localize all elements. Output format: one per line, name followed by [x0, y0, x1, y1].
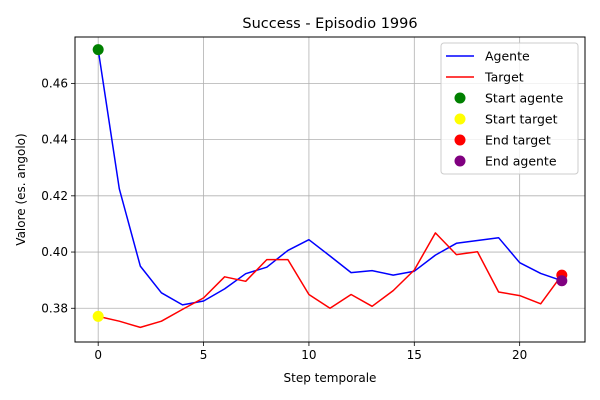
legend-swatch-start-target — [454, 113, 466, 125]
series-line-agente — [97, 49, 563, 306]
legend-swatch-start-agente — [454, 92, 466, 104]
series-markers — [92, 44, 568, 322]
marker-start-agente — [92, 44, 104, 56]
x-tick-label: 15 — [407, 348, 422, 362]
legend-label-start-agente: Start agente — [485, 91, 564, 106]
legend-swatch-end-agente — [454, 155, 466, 167]
y-tick-label: 0.38 — [41, 301, 68, 315]
marker-end-agente — [556, 275, 568, 287]
series-line-target — [98, 232, 563, 329]
axis-ticks: 0 5 10 15 20 0.38 0.40 0.42 0.44 0.46 — [41, 76, 527, 362]
legend-label-agente: Agente — [485, 49, 530, 64]
y-tick-label: 0.44 — [41, 133, 68, 147]
y-tick-label: 0.40 — [41, 245, 68, 259]
legend: Agente Target Start agente Start target End … — [440, 42, 579, 175]
x-tick-label: 10 — [301, 348, 316, 362]
y-tick-label: 0.46 — [41, 76, 68, 90]
y-axis-label: Valore (es. angolo) — [14, 133, 28, 245]
legend-swatch-end-target — [454, 134, 466, 146]
marker-start-target — [92, 310, 104, 322]
legend-label-start-target: Start target — [485, 112, 558, 127]
x-tick-label: 5 — [200, 348, 208, 362]
plot-frame — [74, 36, 586, 343]
legend-label-target: Target — [484, 70, 524, 85]
legend-label-end-agente: End agente — [485, 154, 557, 169]
y-tick-label: 0.42 — [41, 189, 68, 203]
x-axis-label: Step temporale — [284, 371, 377, 385]
chart-title: Success - Episodio 1996 — [242, 16, 417, 32]
series-lines — [97, 49, 563, 329]
x-tick-label: 20 — [512, 348, 527, 362]
legend-label-end-target: End target — [485, 133, 551, 148]
x-tick-label: 0 — [94, 348, 102, 362]
legend-box — [440, 42, 579, 175]
